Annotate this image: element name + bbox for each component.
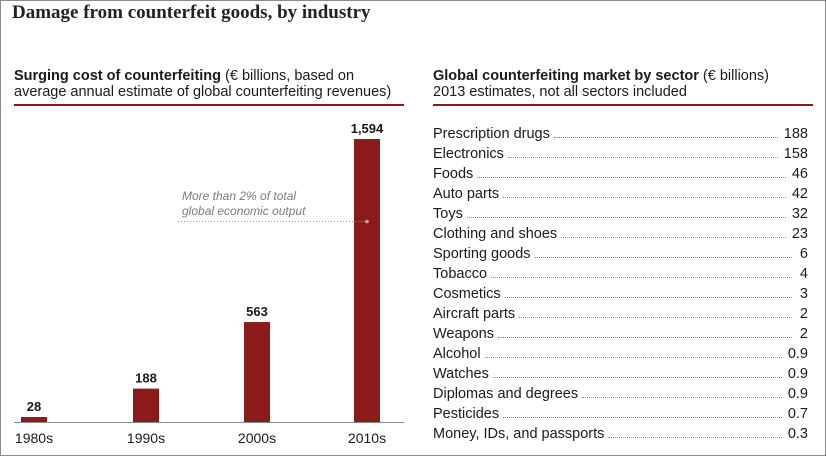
- dot-leader: [608, 437, 782, 438]
- sector-label: Auto parts: [433, 186, 500, 202]
- value-label-1980s: 28: [27, 399, 41, 414]
- sector-label: Pesticides: [433, 406, 500, 422]
- sector-value: 6: [799, 246, 808, 262]
- sector-label: Clothing and shoes: [433, 226, 558, 242]
- table-row: Pesticides 0.7: [433, 402, 808, 422]
- table-row: Aircraft parts 2: [433, 302, 808, 322]
- sector-label: Diplomas and degrees: [433, 386, 579, 402]
- dot-leader: [484, 357, 782, 358]
- x-tick-label-1990s: 1990s: [127, 430, 165, 446]
- dot-leader: [553, 137, 778, 138]
- dot-leader: [503, 197, 786, 198]
- sector-label: Alcohol: [433, 346, 481, 362]
- sector-value: 0.9: [787, 346, 808, 362]
- table-row: Clothing and shoes 23: [433, 222, 808, 242]
- annotation-line-2: global economic output: [182, 204, 306, 218]
- x-tick-label-1980s: 1980s: [15, 430, 53, 446]
- bar-2010s: [354, 139, 380, 422]
- left-panel-title-line2: average annual estimate of global counte…: [14, 84, 392, 100]
- sector-label: Tobacco: [433, 266, 488, 282]
- sector-label: Sporting goods: [433, 246, 531, 262]
- table-row: Cosmetics 3: [433, 282, 808, 302]
- sector-value: 188: [783, 126, 808, 142]
- dot-leader: [498, 337, 792, 338]
- x-tick-label-2010s: 2010s: [348, 430, 386, 446]
- table-row: Electronics 158: [433, 142, 808, 162]
- sector-value: 0.9: [787, 366, 808, 382]
- table-row: Prescription drugs 188: [433, 122, 808, 142]
- dot-leader: [466, 217, 786, 218]
- table-row: Foods 46: [433, 162, 808, 182]
- left-panel-title: Surging cost of counterfeiting (€ billio…: [14, 68, 414, 100]
- sector-value: 0.3: [787, 426, 808, 442]
- right-panel-subtitle: 2013 estimates, not all sectors included: [433, 84, 687, 100]
- left-panel-title-rest: (€ billions, based on: [221, 68, 355, 84]
- table-row: Diplomas and degrees 0.9: [433, 382, 808, 402]
- sector-label: Aircraft parts: [433, 306, 516, 322]
- table-row: Auto parts 42: [433, 182, 808, 202]
- sector-label: Money, IDs, and passports: [433, 426, 605, 442]
- sector-value: 2: [799, 326, 808, 342]
- sector-value: 2: [799, 306, 808, 322]
- sector-value: 0.9: [787, 386, 808, 402]
- left-title-rule: [14, 104, 404, 106]
- table-row: Toys 32: [433, 202, 808, 222]
- sector-value: 158: [783, 146, 808, 162]
- x-tick-label-2000s: 2000s: [238, 430, 276, 446]
- sector-label: Toys: [433, 206, 463, 222]
- dot-leader: [504, 297, 792, 298]
- dot-leader: [503, 417, 782, 418]
- sector-value: 23: [791, 226, 808, 242]
- dot-leader: [477, 177, 786, 178]
- left-panel-title-bold: Surging cost of counterfeiting: [14, 68, 222, 84]
- sector-label: Watches: [433, 366, 489, 382]
- bar-1980s: [21, 417, 47, 422]
- right-panel-title: Global counterfeiting market by sector (…: [433, 68, 813, 100]
- table-row: Weapons 2: [433, 322, 808, 342]
- annotation-line-1: More than 2% of total: [182, 189, 296, 203]
- sector-value: 42: [791, 186, 808, 202]
- value-label-2010s: 1,594: [351, 121, 384, 136]
- dot-leader: [507, 157, 778, 158]
- table-row: Alcohol 0.9: [433, 342, 808, 362]
- sector-label: Prescription drugs: [433, 126, 550, 142]
- sector-label: Weapons: [433, 326, 494, 342]
- bar-1990s: [133, 388, 159, 422]
- dot-leader: [582, 397, 782, 398]
- table-row: Tobacco 4: [433, 262, 808, 282]
- value-label-2000s: 563: [246, 304, 268, 319]
- bar-chart: 28 1980s 188 1990s 563 2000s 1,594 2010s More th…: [14, 121, 404, 446]
- main-title: Damage from counterfeit goods, by indust…: [12, 2, 371, 23]
- right-panel-title-bold: Global counterfeiting market by sector: [433, 68, 699, 84]
- value-label-1990s: 188: [135, 371, 157, 386]
- dot-leader: [534, 257, 792, 258]
- bar-2000s: [244, 322, 270, 422]
- sector-value: 46: [791, 166, 808, 182]
- sector-value: 3: [799, 286, 808, 302]
- sector-label: Foods: [433, 166, 474, 182]
- sector-label: Electronics: [433, 146, 504, 162]
- sector-label: Cosmetics: [433, 286, 501, 302]
- dot-leader: [561, 237, 786, 238]
- dot-leader: [519, 317, 792, 318]
- table-row: Sporting goods 6: [433, 242, 808, 262]
- right-title-rule: [433, 104, 813, 106]
- sector-value: 4: [799, 266, 808, 282]
- table-row: Watches 0.9: [433, 362, 808, 382]
- table-row: Money, IDs, and passports 0.3: [433, 422, 808, 442]
- sector-value: 0.7: [787, 406, 808, 422]
- right-panel-title-rest: (€ billions): [698, 68, 770, 84]
- dot-leader: [491, 277, 792, 278]
- dot-leader: [492, 377, 782, 378]
- sector-value: 32: [791, 206, 808, 222]
- annotation-marker: [365, 219, 369, 224]
